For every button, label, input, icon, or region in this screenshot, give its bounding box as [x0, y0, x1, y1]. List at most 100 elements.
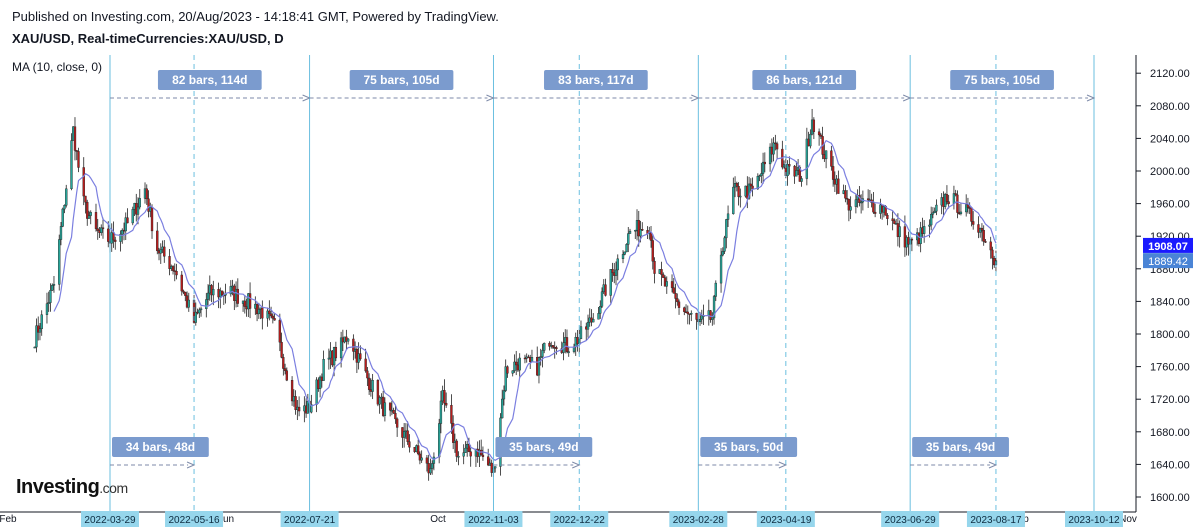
candle [930, 206, 933, 231]
candle-body [928, 224, 931, 227]
candle-body [187, 299, 190, 308]
date-tag-label: 2023-08-17 [970, 515, 1022, 526]
candle-body [809, 133, 812, 147]
candle [859, 194, 863, 214]
top-range-label-box [349, 70, 454, 90]
candle-body [616, 258, 619, 271]
candle [58, 234, 61, 291]
candle [553, 341, 556, 359]
candle-body [327, 357, 331, 360]
candle [935, 199, 938, 216]
candle [487, 448, 490, 467]
candle-body [283, 368, 287, 371]
candle-body [236, 288, 239, 304]
investing-logo: Investing.com [16, 476, 128, 499]
candle [73, 117, 77, 161]
candle [634, 229, 637, 240]
candle [700, 309, 703, 325]
candle [923, 220, 926, 243]
candle-body [614, 269, 618, 276]
candle-body [318, 376, 322, 389]
x-tick-label: Nov [1119, 514, 1137, 525]
candle [719, 248, 723, 293]
candle [273, 313, 276, 321]
candle-body [107, 228, 110, 242]
candle-body [982, 230, 985, 242]
candle [418, 451, 422, 465]
candle-body [714, 282, 717, 297]
candle-body [506, 366, 509, 374]
candle-body [621, 254, 625, 260]
candle-body [65, 188, 68, 206]
candle-body [378, 397, 381, 405]
top-range-label: 83 bars, 117d [558, 73, 633, 87]
candle [933, 207, 936, 214]
candle-body [346, 338, 350, 342]
candle-body [866, 198, 870, 201]
candle-body [903, 226, 907, 248]
candle [592, 313, 595, 323]
candle-body [641, 229, 644, 231]
candle [637, 210, 640, 247]
candle-body [280, 341, 283, 358]
candle-body [266, 310, 269, 319]
candle [565, 329, 569, 354]
bottom-range-arrowhead [988, 461, 998, 469]
candle [84, 195, 87, 214]
y-tick-label: 1760.00 [1150, 362, 1190, 374]
candle [952, 185, 956, 210]
candle [604, 278, 607, 297]
candle [670, 274, 674, 293]
candle [205, 292, 208, 318]
candle-body [676, 298, 679, 303]
candle-body [257, 309, 260, 315]
candle-body [700, 315, 703, 320]
candle [824, 150, 828, 169]
candle-body [269, 313, 273, 317]
candle [280, 332, 283, 359]
candle [416, 439, 420, 456]
y-tick-label: 1680.00 [1150, 427, 1190, 439]
candle [506, 365, 509, 378]
candle [364, 348, 367, 373]
candle [686, 305, 689, 325]
candle [119, 230, 122, 252]
candle [761, 152, 765, 184]
candle [124, 212, 127, 240]
candle [445, 392, 448, 408]
candle-body [923, 226, 926, 234]
candle-body [199, 308, 203, 311]
candle [112, 221, 115, 248]
candle-body [933, 210, 936, 214]
candle [47, 291, 50, 312]
candle-body [408, 441, 411, 448]
candle-body [150, 206, 154, 232]
candle [294, 390, 297, 415]
candle-body [845, 198, 849, 200]
candle-body [443, 390, 446, 404]
candle [77, 147, 80, 173]
candle-body [537, 357, 541, 376]
candle-body [47, 302, 50, 304]
candle-body [609, 269, 612, 296]
candle [431, 460, 434, 475]
candle [395, 417, 399, 437]
candle-body [70, 140, 73, 190]
top-range-arrowhead [486, 94, 495, 102]
candle-body [394, 412, 397, 420]
candle [688, 313, 691, 325]
candle-body [282, 357, 285, 369]
candle-body [600, 291, 604, 307]
date-tag-label: 2022-03-29 [84, 515, 136, 526]
candle [159, 243, 162, 264]
candle-body [297, 406, 301, 412]
candle-body [849, 206, 852, 211]
candle-body [467, 443, 471, 452]
candle [982, 225, 985, 246]
candle-body [268, 310, 271, 315]
candle [586, 314, 590, 338]
candle-body [565, 337, 569, 352]
top-range-label: 86 bars, 121d [766, 73, 842, 87]
candle [660, 261, 663, 286]
candle [455, 438, 458, 462]
